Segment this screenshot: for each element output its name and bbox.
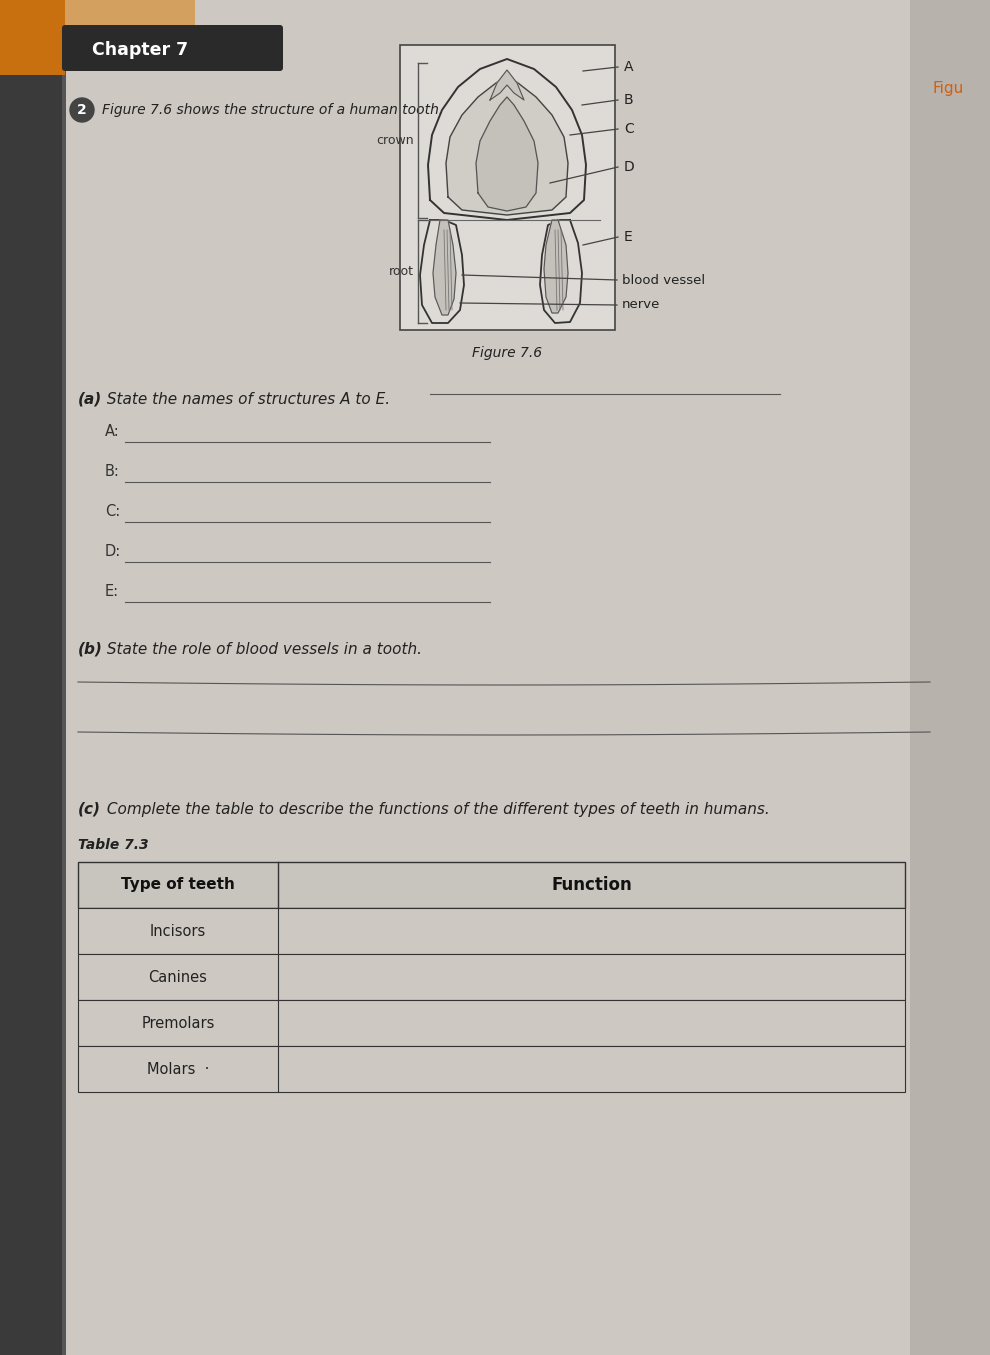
Text: Figure 7.6 shows the structure of a human tooth.: Figure 7.6 shows the structure of a huma… xyxy=(102,103,444,117)
Text: blood vessel: blood vessel xyxy=(622,274,705,286)
Text: Table 7.3: Table 7.3 xyxy=(78,837,148,852)
Text: Type of teeth: Type of teeth xyxy=(121,878,235,893)
Text: Figure 7.6: Figure 7.6 xyxy=(472,346,543,360)
Bar xyxy=(910,0,990,1355)
Text: Chapter 7: Chapter 7 xyxy=(92,41,188,60)
Text: Premolars: Premolars xyxy=(142,1015,215,1031)
Text: C: C xyxy=(624,122,634,136)
Text: C:: C: xyxy=(105,504,120,519)
Text: D:: D: xyxy=(105,545,121,560)
Text: Function: Function xyxy=(551,875,632,894)
Polygon shape xyxy=(446,75,568,215)
Bar xyxy=(78,862,905,908)
Polygon shape xyxy=(544,220,568,313)
Text: (c): (c) xyxy=(78,802,101,817)
Bar xyxy=(78,1046,905,1092)
Bar xyxy=(78,1000,905,1046)
Text: Incisors: Incisors xyxy=(149,924,206,939)
Text: (a): (a) xyxy=(78,392,102,406)
Text: A:: A: xyxy=(105,424,120,439)
Bar xyxy=(0,0,65,1355)
Text: E:: E: xyxy=(105,584,119,599)
Bar xyxy=(0,0,65,75)
FancyBboxPatch shape xyxy=(62,24,283,70)
Text: nerve: nerve xyxy=(622,298,660,312)
Text: Complete the table to describe the functions of the different types of teeth in : Complete the table to describe the funct… xyxy=(102,802,770,817)
Polygon shape xyxy=(490,70,524,100)
Text: B: B xyxy=(624,93,634,107)
Bar xyxy=(78,908,905,954)
Text: A: A xyxy=(624,60,634,75)
Text: 2: 2 xyxy=(77,103,87,117)
Bar xyxy=(400,45,615,331)
Text: D: D xyxy=(624,160,635,173)
Text: Molars  ·: Molars · xyxy=(147,1061,209,1076)
Text: (b): (b) xyxy=(78,642,103,657)
Polygon shape xyxy=(428,60,586,220)
Polygon shape xyxy=(476,98,538,211)
Bar xyxy=(62,0,932,1355)
Polygon shape xyxy=(540,220,582,322)
Text: Figu: Figu xyxy=(933,80,963,95)
Text: State the names of structures A to E.: State the names of structures A to E. xyxy=(102,392,390,406)
Bar xyxy=(62,0,66,1355)
Polygon shape xyxy=(433,220,456,314)
Text: root: root xyxy=(389,266,414,278)
Polygon shape xyxy=(420,220,464,322)
Text: State the role of blood vessels in a tooth.: State the role of blood vessels in a too… xyxy=(102,642,422,657)
Bar xyxy=(65,0,195,28)
Text: crown: crown xyxy=(376,134,414,146)
Text: Canines: Canines xyxy=(148,969,208,985)
Bar xyxy=(78,954,905,1000)
Text: E: E xyxy=(624,230,633,244)
Text: B:: B: xyxy=(105,465,120,480)
Circle shape xyxy=(70,98,94,122)
